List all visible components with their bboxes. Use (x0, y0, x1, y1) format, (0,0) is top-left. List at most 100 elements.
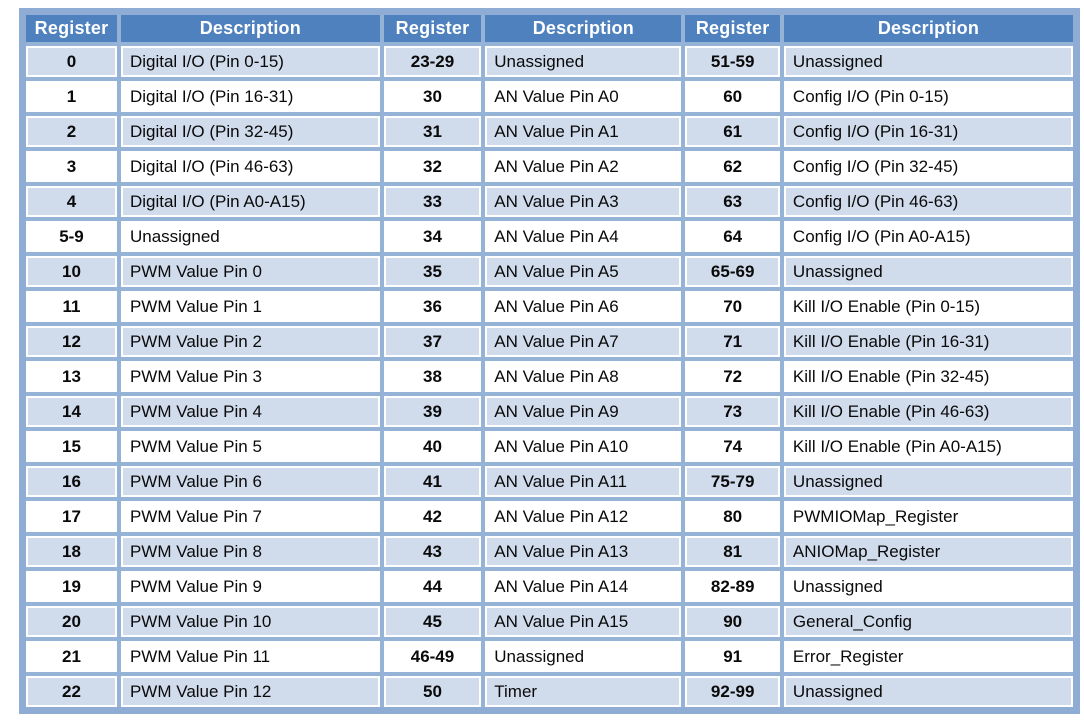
register-cell: 46-49 (379, 637, 486, 676)
register-cell: 43 (379, 532, 486, 571)
register-cell: 23-29 (379, 42, 486, 81)
register-cell: 45 (379, 602, 486, 641)
register-value: 20 (28, 608, 115, 635)
register-value: 80 (687, 503, 778, 530)
description-value: Config I/O (Pin 0-15) (785, 83, 1071, 110)
register-cell: 73 (681, 392, 784, 431)
description-value: AN Value Pin A4 (487, 223, 680, 250)
register-cell: 90 (681, 602, 784, 641)
register-value: 32 (385, 153, 480, 180)
description-value: Digital I/O (Pin 32-45) (122, 118, 378, 145)
register-cell: 22 (20, 672, 121, 713)
description-value: AN Value Pin A0 (487, 83, 680, 110)
description-value: ANIOMap_Register (785, 538, 1071, 565)
register-cell: 34 (379, 217, 486, 256)
description-value: Config I/O (Pin 46-63) (785, 188, 1071, 215)
description-value: Config I/O (Pin 16-31) (785, 118, 1071, 145)
description-value: PWM Value Pin 1 (122, 293, 378, 320)
register-value: 60 (687, 83, 778, 110)
description-value: Kill I/O Enable (Pin A0-A15) (785, 433, 1071, 460)
description-cell: General_Config (779, 602, 1079, 641)
description-value: Digital I/O (Pin 16-31) (122, 83, 378, 110)
register-value: 35 (385, 258, 480, 285)
register-value: 74 (687, 433, 778, 460)
register-cell: 0 (20, 42, 121, 81)
description-value: Kill I/O Enable (Pin 46-63) (785, 398, 1071, 425)
register-cell: 2 (20, 112, 121, 151)
description-cell: Digital I/O (Pin A0-A15) (116, 182, 384, 221)
register-value: 30 (385, 83, 480, 110)
table-row: 22 PWM Value Pin 12 50 Timer 92-99 Unassigned (20, 672, 1079, 713)
header-description-2: Description (481, 9, 686, 46)
description-cell: AN Value Pin A6 (481, 287, 686, 326)
register-value: 38 (385, 363, 480, 390)
description-value: AN Value Pin A3 (487, 188, 680, 215)
register-cell: 19 (20, 567, 121, 606)
register-cell: 74 (681, 427, 784, 466)
description-value: AN Value Pin A10 (487, 433, 680, 460)
header-register-2: Register (379, 9, 486, 46)
description-cell: Kill I/O Enable (Pin 0-15) (779, 287, 1079, 326)
register-value: 40 (385, 433, 480, 460)
table-row: 19 PWM Value Pin 9 44 AN Value Pin A14 82-89… (20, 567, 1079, 606)
description-cell: AN Value Pin A12 (481, 497, 686, 536)
description-value: Unassigned (487, 643, 680, 670)
description-cell: AN Value Pin A8 (481, 357, 686, 396)
description-value: Kill I/O Enable (Pin 0-15) (785, 293, 1071, 320)
register-cell: 3 (20, 147, 121, 186)
register-cell: 36 (379, 287, 486, 326)
register-value: 75-79 (687, 468, 778, 495)
description-cell: AN Value Pin A14 (481, 567, 686, 606)
register-value: 61 (687, 118, 778, 145)
register-value: 65-69 (687, 258, 778, 285)
description-cell: PWM Value Pin 12 (116, 672, 384, 713)
register-cell: 72 (681, 357, 784, 396)
register-value: 36 (385, 293, 480, 320)
description-value: PWM Value Pin 12 (122, 678, 378, 705)
description-value: AN Value Pin A7 (487, 328, 680, 355)
register-value: 14 (28, 398, 115, 425)
register-value: 13 (28, 363, 115, 390)
register-cell: 33 (379, 182, 486, 221)
description-cell: PWM Value Pin 1 (116, 287, 384, 326)
description-cell: Kill I/O Enable (Pin A0-A15) (779, 427, 1079, 466)
register-value: 90 (687, 608, 778, 635)
register-value: 3 (28, 153, 115, 180)
register-cell: 50 (379, 672, 486, 713)
table-row: 5-9 Unassigned 34 AN Value Pin A4 64 Config I… (20, 217, 1079, 256)
register-cell: 75-79 (681, 462, 784, 501)
register-cell: 13 (20, 357, 121, 396)
description-cell: PWM Value Pin 4 (116, 392, 384, 431)
description-value: Kill I/O Enable (Pin 16-31) (785, 328, 1071, 355)
description-cell: AN Value Pin A7 (481, 322, 686, 361)
description-cell: Unassigned (779, 672, 1079, 713)
table-row: 20 PWM Value Pin 10 45 AN Value Pin A15 90 Ge… (20, 602, 1079, 641)
register-cell: 17 (20, 497, 121, 536)
description-value: PWM Value Pin 6 (122, 468, 378, 495)
register-value: 72 (687, 363, 778, 390)
description-value: PWM Value Pin 8 (122, 538, 378, 565)
description-value: Config I/O (Pin A0-A15) (785, 223, 1071, 250)
description-cell: Config I/O (Pin 16-31) (779, 112, 1079, 151)
description-value: Unassigned (785, 258, 1071, 285)
register-value: 70 (687, 293, 778, 320)
register-cell: 60 (681, 77, 784, 116)
register-value: 63 (687, 188, 778, 215)
register-cell: 42 (379, 497, 486, 536)
table-row: 11 PWM Value Pin 1 36 AN Value Pin A6 70 Kill… (20, 287, 1079, 326)
register-value: 37 (385, 328, 480, 355)
register-value: 73 (687, 398, 778, 425)
description-cell: Kill I/O Enable (Pin 32-45) (779, 357, 1079, 396)
table-row: 13 PWM Value Pin 3 38 AN Value Pin A8 72 Kill… (20, 357, 1079, 396)
register-value: 91 (687, 643, 778, 670)
table-row: 1 Digital I/O (Pin 16-31) 30 AN Value Pin A… (20, 77, 1079, 116)
description-cell: Config I/O (Pin 32-45) (779, 147, 1079, 186)
register-value: 50 (385, 678, 480, 705)
table-row: 15 PWM Value Pin 5 40 AN Value Pin A10 74 Kil… (20, 427, 1079, 466)
register-value: 92-99 (687, 678, 778, 705)
description-cell: Error_Register (779, 637, 1079, 676)
table-row: 12 PWM Value Pin 2 37 AN Value Pin A7 71 Kill… (20, 322, 1079, 361)
description-value: PWM Value Pin 5 (122, 433, 378, 460)
register-cell: 82-89 (681, 567, 784, 606)
